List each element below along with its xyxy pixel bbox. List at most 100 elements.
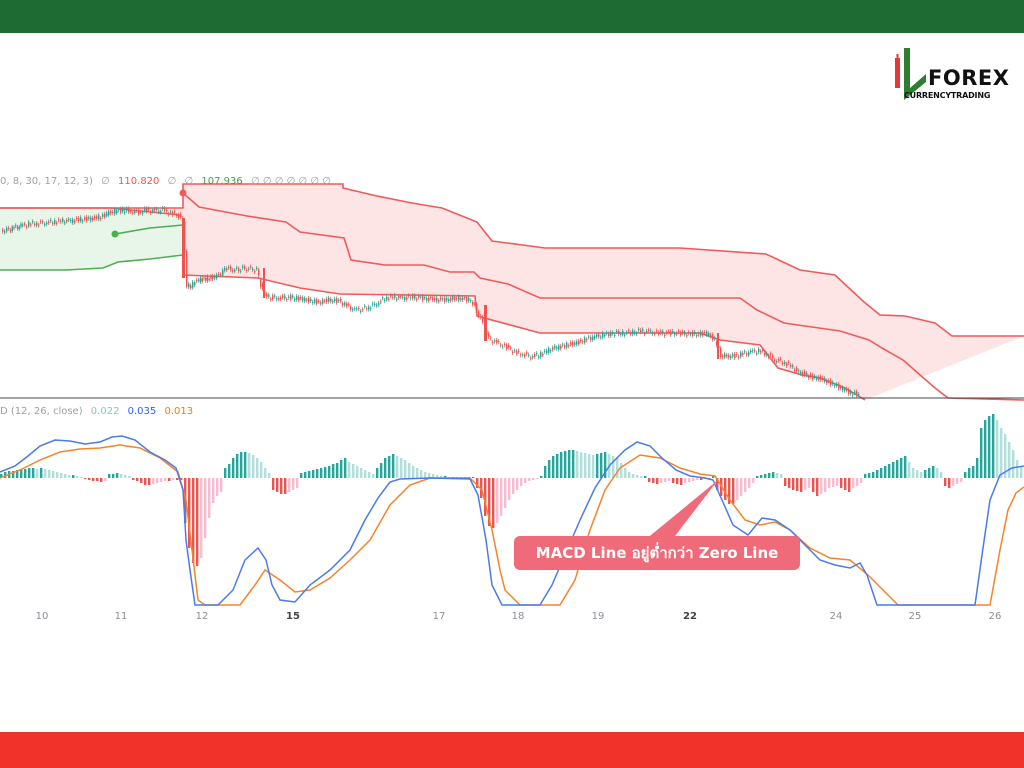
histogram-bar xyxy=(640,476,643,478)
candle-body xyxy=(40,221,42,223)
histogram-bar xyxy=(948,478,951,488)
histogram-bar xyxy=(272,478,275,490)
candle-body xyxy=(174,211,176,213)
candle-body xyxy=(214,276,216,279)
candle-body xyxy=(568,345,570,347)
candle-body xyxy=(680,332,682,335)
candle-body xyxy=(524,354,526,357)
histogram-bar xyxy=(648,478,651,482)
candle-body xyxy=(136,209,138,211)
candle-body xyxy=(296,296,298,300)
macd-legend-label: D (12, 26, close) xyxy=(0,406,83,417)
candle-body xyxy=(290,295,292,300)
annotation-callout: MACD Line อยู่ต่ำกว่า Zero Line xyxy=(514,536,800,570)
histogram-bar xyxy=(52,471,55,478)
histogram-bar xyxy=(148,478,151,485)
histogram-bar xyxy=(804,478,807,490)
histogram-bar xyxy=(672,478,675,483)
candle-body xyxy=(70,220,72,222)
candle-body xyxy=(717,333,719,359)
price-legend-value1: 110.820 xyxy=(118,176,160,187)
candle-body xyxy=(796,367,798,371)
price-and-macd-chart[interactable] xyxy=(0,0,1024,640)
candle-body xyxy=(462,297,464,300)
candle-body xyxy=(612,332,614,334)
candle-body xyxy=(458,296,460,301)
candle-body xyxy=(518,350,520,352)
red-line-marker xyxy=(179,189,187,197)
histogram-bar xyxy=(860,478,863,483)
candle-body xyxy=(854,391,856,394)
histogram-bar xyxy=(304,472,307,478)
histogram-bar xyxy=(188,478,191,548)
candle-body xyxy=(288,296,290,298)
candle-body xyxy=(164,208,166,211)
candle-body xyxy=(782,362,784,365)
candle-body xyxy=(638,329,640,331)
histogram-bar xyxy=(808,478,811,488)
histogram-bar xyxy=(620,463,623,478)
histogram-bar xyxy=(476,478,479,488)
histogram-bar xyxy=(752,478,755,483)
histogram-bar xyxy=(140,478,143,483)
candle-body xyxy=(50,219,52,221)
candle-body xyxy=(318,300,320,302)
candle-body xyxy=(88,217,90,219)
candle-body xyxy=(694,331,696,334)
histogram-bar xyxy=(288,478,291,492)
green-middle-line xyxy=(114,224,184,235)
candle-body xyxy=(422,295,424,301)
candle-body xyxy=(28,222,30,226)
candle-body xyxy=(430,296,432,298)
candle-body xyxy=(22,224,24,226)
histogram-bar xyxy=(32,468,35,478)
candle-body xyxy=(374,303,376,305)
candle-body xyxy=(342,303,344,306)
candle-body xyxy=(810,374,812,377)
x-tick-label: 18 xyxy=(511,611,525,622)
candle-body xyxy=(356,308,358,310)
candle-body xyxy=(350,306,352,310)
histogram-bar xyxy=(388,456,391,478)
candle-body xyxy=(260,279,262,287)
histogram-bar xyxy=(284,478,287,494)
candle-body xyxy=(534,354,536,357)
histogram-bar xyxy=(988,416,991,478)
candle-body xyxy=(546,350,548,353)
candle-body xyxy=(498,340,500,342)
candle-body xyxy=(672,331,674,333)
histogram-bar xyxy=(888,464,891,478)
histogram-bar xyxy=(296,478,299,488)
histogram-bar xyxy=(920,472,923,478)
candle-body xyxy=(442,298,444,300)
candle-body xyxy=(646,330,648,332)
candle-body xyxy=(624,334,626,336)
histogram-bar xyxy=(220,478,223,492)
candle-body xyxy=(548,348,550,353)
histogram-bar xyxy=(872,472,875,478)
candle-body xyxy=(688,332,690,334)
candle-body xyxy=(438,300,440,302)
candle-body xyxy=(234,269,236,272)
histogram-bar xyxy=(124,475,127,478)
candle-body xyxy=(124,211,126,213)
x-tick-label: 10 xyxy=(35,611,49,622)
histogram-bar xyxy=(96,478,99,481)
candle-body xyxy=(62,218,64,222)
candle-body xyxy=(410,297,412,299)
candle-body xyxy=(254,271,256,273)
histogram-bar xyxy=(624,468,627,478)
price-legend: 0, 8, 30, 17, 12, 3) ∅ 110.820 ∅ ∅ 107.9… xyxy=(0,176,336,187)
candle-body xyxy=(222,269,224,276)
candle-body xyxy=(634,331,636,334)
candle-body xyxy=(798,370,800,372)
candle-body xyxy=(850,391,852,394)
callout-pointer xyxy=(645,480,718,540)
price-legend-trail: ∅ ∅ ∅ ∅ ∅ ∅ ∅ xyxy=(250,176,332,187)
candle-body xyxy=(530,357,532,359)
candle-body xyxy=(676,333,678,335)
candle-body xyxy=(258,269,260,276)
histogram-bar xyxy=(884,466,887,478)
candle-body xyxy=(696,334,698,337)
candle-body xyxy=(400,296,402,298)
